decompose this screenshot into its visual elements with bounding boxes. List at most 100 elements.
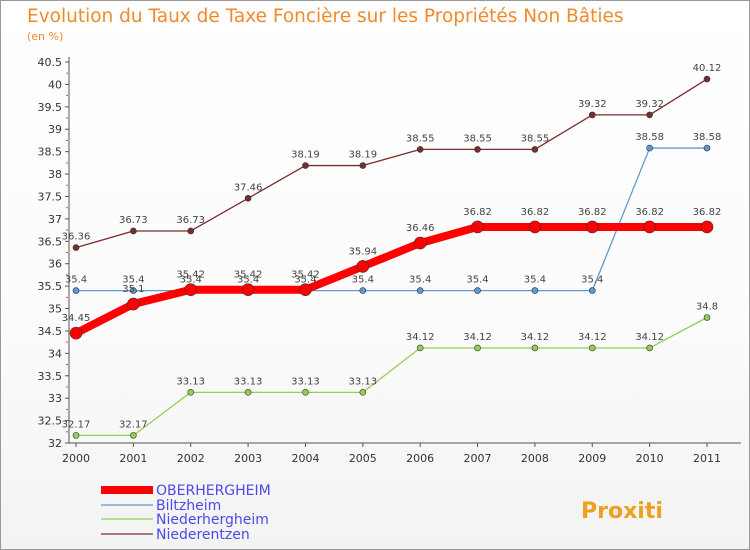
y-tick-label: 33 [48, 392, 62, 405]
data-point-oberhergheim [700, 220, 714, 234]
data-point-oberhergheim [127, 297, 140, 311]
x-tick-label: 2010 [636, 452, 664, 465]
data-label-oberhergheim: 36.82 [463, 207, 492, 218]
legend-label-niederhergheim: Niederhergheim [156, 512, 269, 528]
x-tick-label: 2001 [119, 452, 147, 465]
data-label-oberhergheim: 34.45 [62, 313, 91, 324]
data-label-niederentzen: 39.32 [635, 99, 664, 110]
data-label-oberhergheim: 36.82 [635, 207, 664, 218]
data-point-niederentzen [588, 111, 596, 119]
data-point-niederhergheim [72, 432, 80, 439]
y-tick-label: 34 [48, 347, 62, 360]
y-tick-label: 39 [48, 123, 62, 136]
data-label-biltzheim: 35.4 [466, 275, 488, 286]
data-label-biltzheim: 35.4 [65, 275, 87, 286]
data-label-niederentzen: 38.55 [406, 133, 435, 144]
data-point-niederhergheim [416, 344, 424, 352]
legend-label-niederentzen: Niederentzen [156, 527, 250, 543]
data-point-niederhergheim [130, 432, 137, 439]
y-tick-label: 39.5 [38, 101, 63, 114]
data-label-biltzheim: 35.4 [237, 275, 259, 286]
x-tick-label: 2006 [406, 452, 434, 465]
x-tick-label: 2003 [234, 452, 262, 465]
data-point-niederentzen [359, 162, 367, 169]
data-label-niederentzen: 36.73 [119, 215, 148, 226]
data-point-biltzheim [359, 287, 367, 294]
data-point-niederhergheim [703, 314, 711, 321]
data-label-niederhergheim: 32.17 [119, 419, 148, 430]
data-point-niederentzen [703, 75, 711, 83]
data-label-biltzheim: 35.4 [294, 275, 316, 286]
data-label-biltzheim: 35.4 [122, 275, 144, 286]
y-tick-label: 36 [48, 258, 62, 271]
y-tick-label: 37 [48, 213, 62, 226]
data-label-biltzheim: 35.4 [409, 275, 431, 286]
data-point-niederentzen [130, 227, 137, 235]
data-label-biltzheim: 35.4 [352, 275, 374, 286]
data-label-oberhergheim: 36.82 [693, 207, 722, 218]
y-tick-label: 40.5 [38, 56, 63, 69]
proxiti-logo: Proxiti [581, 499, 663, 524]
data-label-niederentzen: 38.55 [463, 133, 492, 144]
data-label-niederentzen: 38.19 [291, 150, 320, 161]
y-tick-label: 36.5 [38, 235, 63, 248]
x-tick-label: 2009 [578, 452, 606, 465]
y-tick-label: 37.5 [38, 190, 63, 203]
data-label-biltzheim: 35.4 [180, 275, 202, 286]
series-line-oberhergheim [72, 222, 711, 338]
data-label-biltzheim: 38.58 [693, 132, 722, 143]
data-label-biltzheim: 38.58 [635, 132, 664, 143]
data-label-oberhergheim: 35.42 [176, 270, 205, 281]
data-point-niederhergheim [359, 389, 367, 396]
data-label-biltzheim: 35.4 [524, 275, 546, 286]
x-tick-label: 2007 [464, 452, 492, 465]
data-label-biltzheim: 35.4 [581, 275, 603, 286]
data-point-niederentzen [416, 146, 424, 153]
data-point-oberhergheim [528, 220, 542, 234]
data-label-oberhergheim: 36.82 [521, 207, 550, 218]
data-label-niederhergheim: 34.12 [463, 332, 492, 343]
data-label-niederentzen: 39.32 [578, 99, 607, 110]
x-tick-label: 2008 [521, 452, 549, 465]
data-point-oberhergheim [69, 326, 83, 340]
data-point-oberhergheim [585, 220, 599, 234]
data-point-biltzheim [72, 287, 80, 294]
data-point-oberhergheim [471, 220, 484, 234]
data-point-niederhergheim [646, 344, 653, 352]
data-label-niederhergheim: 34.12 [406, 332, 435, 343]
data-point-biltzheim [474, 287, 481, 294]
series-line-biltzheim [75, 147, 708, 292]
y-tick-label: 38 [48, 168, 62, 181]
data-label-niederhergheim: 33.13 [291, 376, 320, 387]
data-point-niederentzen [72, 244, 80, 251]
data-point-oberhergheim [356, 260, 370, 273]
data-label-oberhergheim: 35.94 [348, 246, 377, 257]
data-label-niederhergheim: 34.12 [635, 332, 664, 343]
y-tick-label: 34.5 [38, 325, 63, 338]
data-point-niederentzen [646, 111, 653, 119]
y-tick-label: 35 [48, 303, 62, 316]
x-tick-label: 2004 [291, 452, 319, 465]
data-label-niederentzen: 38.55 [521, 133, 550, 144]
data-label-niederhergheim: 33.13 [234, 376, 263, 387]
data-point-niederhergheim [588, 344, 596, 352]
y-tick-label: 32 [48, 437, 62, 450]
data-point-oberhergheim [241, 283, 255, 297]
data-label-niederhergheim: 33.13 [176, 376, 205, 387]
data-label-niederhergheim: 34.12 [521, 332, 550, 343]
data-point-biltzheim [531, 287, 539, 294]
data-label-niederhergheim: 32.17 [62, 419, 91, 430]
y-tick-label: 33.5 [38, 370, 63, 383]
data-label-niederentzen: 38.19 [348, 150, 377, 161]
y-tick-label: 38.5 [38, 146, 63, 159]
y-tick-label: 32.5 [38, 415, 63, 428]
data-label-oberhergheim: 35.1 [122, 284, 144, 295]
data-label-niederhergheim: 34.8 [696, 301, 718, 312]
y-tick-label: 40 [48, 78, 62, 91]
data-point-biltzheim [588, 287, 596, 294]
data-label-oberhergheim: 35.42 [234, 270, 263, 281]
data-point-niederhergheim [244, 389, 252, 396]
data-point-niederentzen [531, 146, 539, 153]
series-line-niederentzen [75, 78, 708, 249]
